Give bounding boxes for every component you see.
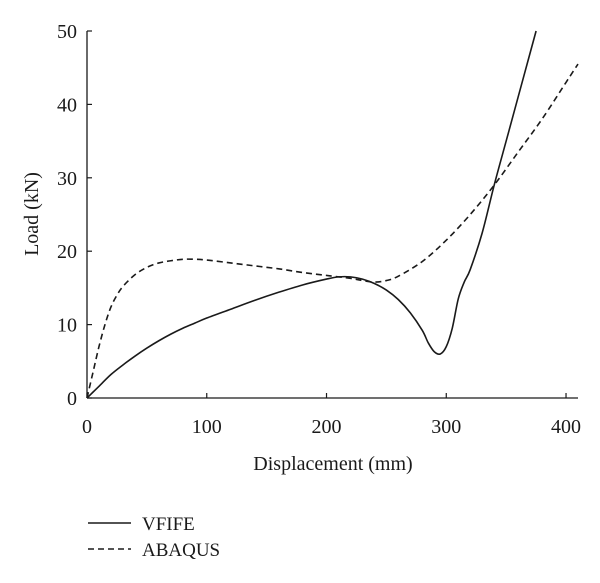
x-tick-label: 100	[192, 416, 222, 438]
legend: VFIFE ABAQUS	[88, 514, 220, 561]
x-axis-label: Displacement (mm)	[253, 453, 412, 475]
series-line-abaqus	[86, 63, 579, 399]
y-tick-label: 20	[57, 241, 77, 263]
y-tick-label: 50	[57, 21, 77, 43]
x-tick-label: 300	[431, 416, 461, 438]
legend-label-abaqus: ABAQUS	[142, 540, 220, 561]
y-axis-label: Load (kN)	[21, 172, 43, 256]
x-tick-label: 0	[82, 416, 92, 438]
legend-label-vfife: VFIFE	[142, 514, 195, 535]
x-tick-label: 200	[312, 416, 342, 438]
series-line-vfife	[86, 30, 537, 399]
plot-area	[86, 30, 579, 399]
y-tick-label: 40	[57, 94, 77, 116]
y-tick-label: 10	[57, 315, 77, 337]
x-tick-label: 400	[551, 416, 581, 438]
y-tick-label: 30	[57, 168, 77, 190]
y-tick-label: 0	[67, 388, 77, 410]
axes: 0 100 200 300 400 0 10 20 30 40 50	[57, 21, 581, 438]
